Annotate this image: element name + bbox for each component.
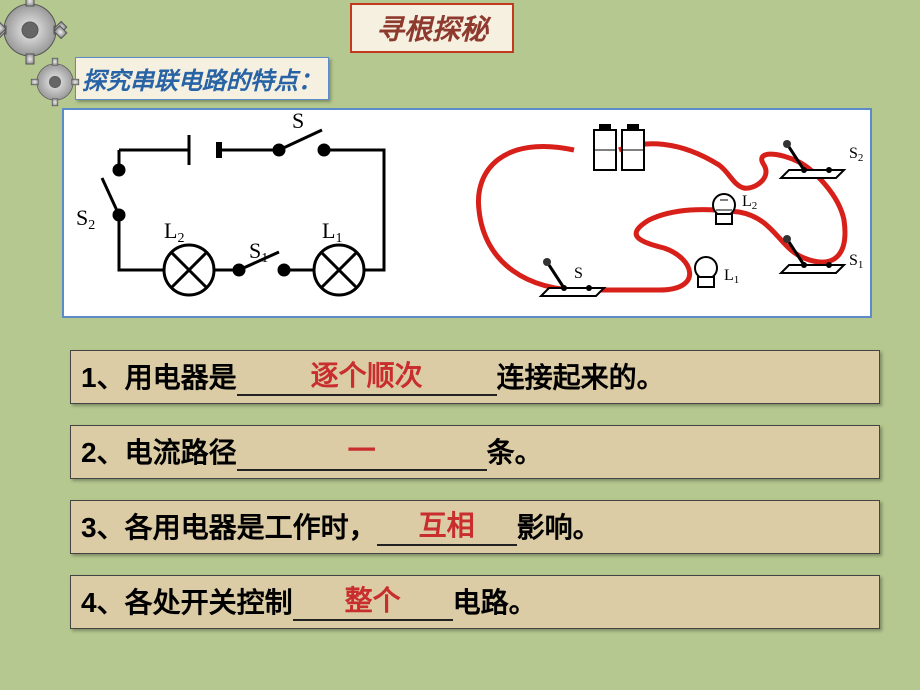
switch-s: S [541,258,604,296]
stmt3-post: 影响。 [517,512,601,543]
schematic-circuit: S S2 S1 L2 L1 [64,110,444,316]
stmt1-fill: 逐个顺次 [305,360,429,391]
bulb-l1: L1 [695,257,739,287]
statement-1: 1、用电器是 逐个顺次 连接起来的。 [70,350,880,404]
svg-text:L2: L2 [742,193,757,212]
label-l2: L2 [164,218,184,246]
svg-text:S1: S1 [849,252,863,271]
batteries [594,124,644,170]
stmt3-fill: 互相 [413,510,481,541]
stmt4-post: 电路。 [453,587,537,618]
stmt3-pre: 各用电器是工作时， [125,512,377,543]
stmt2-fill: 一 [342,435,382,466]
page-title-box: 寻根探秘 [350,3,514,53]
stmt2-num: 2、 [81,437,125,468]
stmt1-pre: 用电器是 [125,362,237,393]
stmt3-num: 3、 [81,512,125,543]
stmt4-fill: 整个 [339,585,407,616]
stmt4-num: 4、 [81,587,125,618]
label-s: S [292,110,304,133]
label-s1: S1 [249,238,268,266]
label-l1: L1 [322,218,342,246]
stmt2-post: 条。 [487,437,543,468]
stmt2-pre: 电流路径 [125,437,237,468]
statement-3: 3、各用电器是工作时， 互相 影响。 [70,500,880,554]
stmt4-pre: 各处开关控制 [125,587,293,618]
label-s2: S2 [76,205,95,233]
stmt1-post: 连接起来的。 [497,362,665,393]
gear-decoration [0,0,110,120]
subtitle: 探究串联电路的特点： [82,68,322,95]
subtitle-box: 探究串联电路的特点： [75,57,329,100]
statement-2: 2、电流路径 一 条。 [70,425,880,479]
statement-4: 4、各处开关控制 整个 电路。 [70,575,880,629]
svg-text:S: S [574,265,583,282]
svg-text:S2: S2 [849,145,863,164]
page-title: 寻根探秘 [376,14,488,45]
bulb-l2: L2 [713,193,757,224]
pictorial-circuit: L2 L1 S [444,110,874,316]
svg-text:L1: L1 [724,267,739,286]
stmt1-num: 1、 [81,362,125,393]
circuit-diagrams: S S2 S1 L2 L1 [62,108,872,318]
